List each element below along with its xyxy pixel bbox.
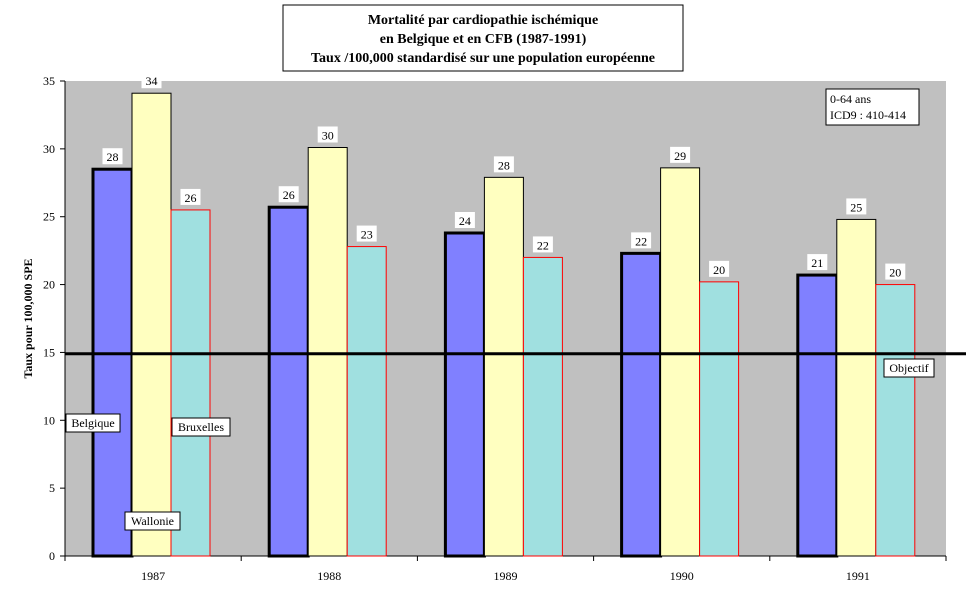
- data-label-bg: [670, 146, 691, 163]
- y-tick-label: 30: [43, 142, 55, 156]
- bar-belgique-1987: [91, 167, 134, 558]
- data-label-bruxelles-1991: 20: [889, 266, 901, 280]
- bar-bruxelles-1987: [170, 209, 211, 557]
- data-label-bg: [532, 236, 553, 253]
- bar-wallonie-1989: [483, 176, 524, 557]
- y-tick-label: 35: [43, 74, 55, 88]
- data-label-bruxelles-1990: 20: [713, 263, 725, 277]
- data-label-bg: [807, 254, 828, 271]
- data-label-wallonie-1991: 25: [850, 200, 862, 214]
- data-label-bg: [141, 72, 162, 89]
- bar-bruxelles-1991: [875, 284, 916, 557]
- data-label-bg: [709, 260, 730, 277]
- y-tick-label: 0: [49, 549, 55, 563]
- objective-label-box: [883, 358, 935, 378]
- data-label-belgique-1990: 22: [635, 234, 647, 248]
- data-label-belgique-1987: 28: [107, 150, 119, 164]
- data-label-bruxelles-1989: 22: [537, 238, 549, 252]
- data-label-wallonie-1989: 28: [498, 158, 510, 172]
- data-label-wallonie-1988: 30: [322, 129, 334, 143]
- data-label-bg: [846, 198, 867, 215]
- bar-wallonie-1991: [836, 218, 877, 557]
- y-tick-label: 15: [43, 345, 55, 359]
- data-label-bg: [180, 188, 201, 205]
- data-label-belgique-1988: 26: [283, 188, 295, 202]
- bar-wallonie-1987: [131, 92, 172, 557]
- x-tick-label-1988: 1988: [317, 569, 341, 583]
- data-label-bg: [493, 156, 514, 173]
- legend-label-belgique: Belgique: [71, 416, 114, 430]
- legend-box-wallonie: [124, 511, 181, 531]
- x-tick-label-1989: 1989: [494, 569, 518, 583]
- data-label-bruxelles-1988: 23: [361, 228, 373, 242]
- y-axis-label: Taux pour 100,000 SPE: [21, 258, 35, 378]
- data-label-bg: [102, 148, 123, 165]
- data-label-bg: [356, 225, 377, 242]
- objective-label: Objectif: [889, 361, 928, 375]
- bar-belgique-1988: [267, 205, 310, 558]
- y-tick-label: 20: [43, 278, 55, 292]
- data-label-bg: [631, 232, 652, 249]
- y-tick-label: 25: [43, 210, 55, 224]
- annotation-line-1: 0-64 ans: [830, 92, 871, 106]
- legend-box-bruxelles: [171, 417, 231, 437]
- data-label-wallonie-1990: 29: [674, 149, 686, 163]
- x-tick-label-1991: 1991: [846, 569, 870, 583]
- legend-label-bruxelles: Bruxelles: [178, 420, 224, 434]
- bar-bruxelles-1989: [522, 256, 563, 557]
- data-label-belgique-1991: 21: [811, 256, 823, 270]
- annotation-line-2: ICD9 : 410-414: [830, 108, 906, 122]
- x-tick-label-1987: 1987: [141, 569, 165, 583]
- data-label-wallonie-1987: 34: [146, 74, 158, 88]
- bar-belgique-1991: [796, 273, 839, 558]
- x-tick-label-1990: 1990: [670, 569, 694, 583]
- bar-wallonie-1990: [660, 167, 701, 557]
- bar-belgique-1990: [620, 251, 663, 558]
- data-label-bg: [454, 212, 475, 228]
- title-box: [282, 4, 684, 72]
- y-tick-label: 10: [43, 413, 55, 427]
- y-tick-label: 5: [49, 481, 55, 495]
- legend-box-belgique: [65, 413, 121, 433]
- data-label-bg: [885, 263, 906, 280]
- bar-wallonie-1988: [307, 147, 348, 557]
- bar-bruxelles-1990: [699, 281, 740, 557]
- data-label-bg: [317, 126, 338, 143]
- bar-belgique-1989: [443, 231, 486, 558]
- data-label-bg: [278, 186, 299, 203]
- annotation-box: [825, 88, 920, 126]
- legend-label-wallonie: Wallonie: [131, 514, 174, 528]
- chart-title-line-3: Taux /100,000 standardisé sur une popula…: [311, 51, 655, 66]
- data-label-bruxelles-1987: 26: [185, 191, 197, 205]
- data-label-belgique-1989: 24: [459, 214, 471, 228]
- bar-bruxelles-1988: [346, 246, 387, 557]
- chart-title-line-2: en Belgique et en CFB (1987-1991): [380, 32, 587, 47]
- chart-title-line-1: Mortalité par cardiopathie ischémique: [368, 13, 598, 28]
